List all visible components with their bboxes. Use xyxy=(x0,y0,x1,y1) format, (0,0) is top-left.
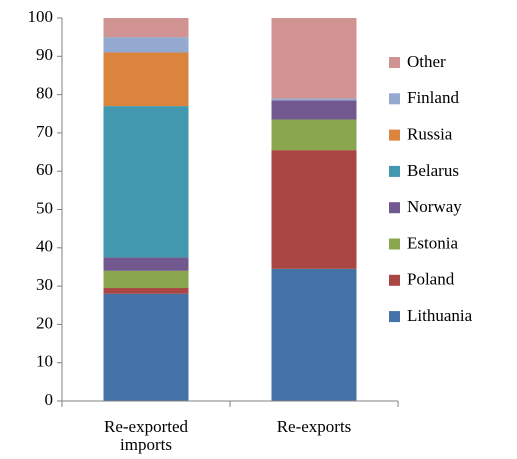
legend-swatch xyxy=(389,93,400,105)
bar-segment xyxy=(103,37,189,53)
y-tick-label: 0 xyxy=(45,390,54,409)
y-tick-label: 30 xyxy=(36,275,53,294)
bar-segment xyxy=(271,98,357,101)
y-tick-label: 50 xyxy=(36,198,53,217)
bar-segment xyxy=(103,288,189,294)
legend-label: Finland xyxy=(407,88,459,107)
legend-swatch xyxy=(389,311,400,323)
legend-swatch xyxy=(389,238,400,250)
legend-swatch xyxy=(389,202,400,214)
legend-swatch xyxy=(389,165,400,177)
legend-label: Other xyxy=(407,52,446,71)
legend-label: Russia xyxy=(407,125,453,144)
bar-segment xyxy=(103,18,189,38)
bar-segment xyxy=(271,18,357,99)
legend-swatch xyxy=(389,274,400,286)
y-tick-label: 20 xyxy=(36,313,53,332)
y-tick-label: 70 xyxy=(36,122,53,141)
bar-segment xyxy=(271,100,357,120)
bar-segment xyxy=(103,52,189,107)
legend-swatch xyxy=(389,129,400,141)
bar-segment xyxy=(271,268,357,401)
legend-label: Lithuania xyxy=(407,306,473,325)
bar-segment xyxy=(271,150,357,269)
bar-segment xyxy=(271,119,357,151)
legend-swatch xyxy=(389,57,400,68)
bar-segment xyxy=(103,270,189,289)
x-tick-label: Re-exports xyxy=(277,417,352,436)
y-tick-label: 90 xyxy=(36,45,53,64)
y-tick-label: 60 xyxy=(36,160,53,179)
y-tick-label: 10 xyxy=(36,352,53,371)
y-tick-label: 100 xyxy=(28,7,54,26)
y-tick-label: 40 xyxy=(36,237,53,256)
bar-segment xyxy=(103,257,189,271)
bar-segment xyxy=(103,293,189,401)
legend-label: Poland xyxy=(407,270,455,289)
legend-label: Estonia xyxy=(407,233,458,252)
bar-segment xyxy=(103,106,189,258)
legend-label: Norway xyxy=(407,197,462,216)
x-tick-label: Re-exported imports xyxy=(104,417,189,454)
legend-label: Belarus xyxy=(407,161,459,180)
y-tick-label: 80 xyxy=(36,84,53,103)
